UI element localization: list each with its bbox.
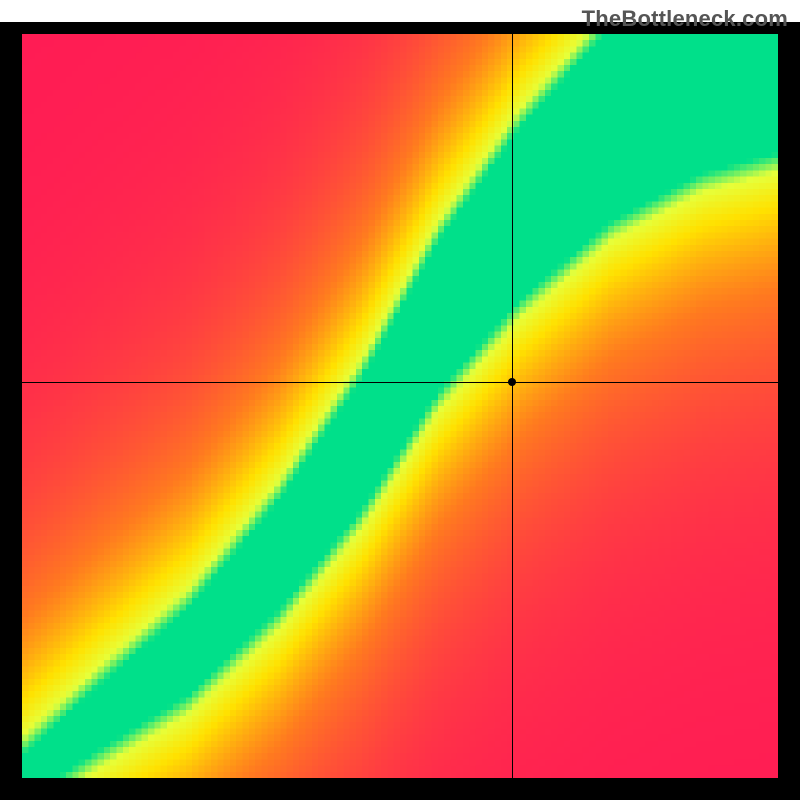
image-root: TheBottleneck.com	[0, 0, 800, 800]
watermark-text: TheBottleneck.com	[582, 6, 788, 32]
crosshair-vertical	[512, 34, 513, 778]
plot-frame	[22, 34, 778, 778]
heatmap-canvas	[22, 34, 778, 778]
crosshair-marker	[508, 378, 516, 386]
crosshair-horizontal	[22, 382, 778, 383]
